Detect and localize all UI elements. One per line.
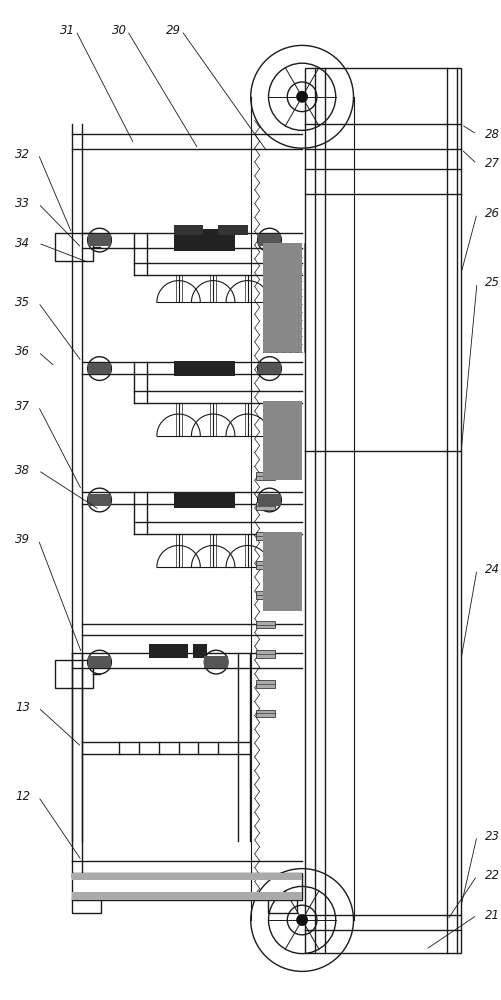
Text: 34: 34 (16, 237, 30, 250)
Text: 25: 25 (484, 276, 499, 289)
Bar (204, 656, 227, 668)
Bar (255, 472, 275, 480)
Bar (88, 234, 111, 246)
Text: 26: 26 (484, 207, 499, 220)
Bar (193, 644, 207, 658)
Text: 27: 27 (484, 157, 499, 170)
Bar (173, 361, 222, 376)
Text: 31: 31 (60, 24, 75, 37)
Bar (222, 229, 234, 251)
Circle shape (296, 914, 308, 926)
Bar (262, 401, 302, 480)
Text: 22: 22 (484, 869, 499, 882)
Bar (88, 363, 111, 374)
Bar (173, 229, 222, 251)
Bar (222, 361, 234, 376)
Text: 28: 28 (484, 128, 499, 141)
Bar (217, 225, 247, 235)
Text: 24: 24 (484, 563, 499, 576)
Text: 36: 36 (16, 345, 30, 358)
Text: 37: 37 (16, 400, 30, 413)
Text: 12: 12 (16, 790, 30, 803)
Bar (173, 492, 222, 508)
Bar (262, 243, 302, 352)
Bar (88, 494, 111, 506)
Text: 38: 38 (16, 464, 30, 477)
Bar (255, 680, 275, 688)
Bar (255, 591, 275, 599)
Bar (255, 650, 275, 658)
Text: 21: 21 (484, 909, 499, 922)
Bar (255, 621, 275, 628)
Bar (267, 899, 297, 913)
Circle shape (296, 91, 308, 103)
Text: 39: 39 (16, 533, 30, 546)
Bar (255, 502, 275, 510)
Bar (72, 899, 101, 913)
Text: 35: 35 (16, 296, 30, 309)
Bar (257, 494, 281, 506)
Text: 13: 13 (16, 701, 30, 714)
Text: 32: 32 (16, 148, 30, 161)
Bar (55, 233, 92, 261)
Bar (72, 873, 302, 900)
Bar (255, 710, 275, 717)
Text: 33: 33 (16, 197, 30, 210)
Bar (255, 532, 275, 540)
Bar (222, 492, 234, 508)
Text: 29: 29 (166, 24, 181, 37)
Bar (72, 892, 302, 900)
Text: 30: 30 (112, 24, 127, 37)
Bar (255, 561, 275, 569)
Bar (173, 225, 203, 235)
Text: 23: 23 (484, 830, 499, 843)
Bar (149, 644, 188, 658)
Bar (55, 660, 92, 688)
Bar (305, 68, 460, 953)
Bar (257, 363, 281, 374)
Bar (257, 234, 281, 246)
Bar (88, 656, 111, 668)
Bar (72, 873, 302, 880)
Bar (262, 532, 302, 611)
